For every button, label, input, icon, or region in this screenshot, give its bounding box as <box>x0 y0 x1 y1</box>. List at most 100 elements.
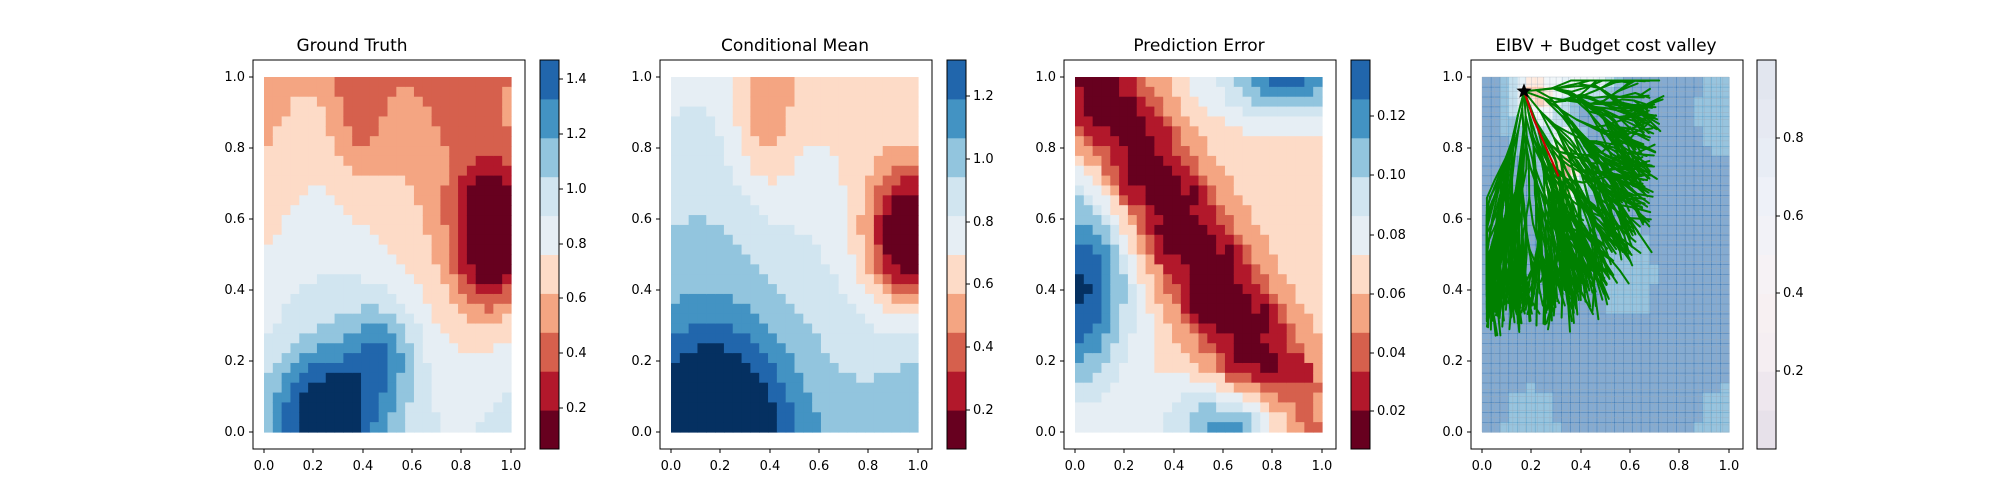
heatmap-cell <box>1702 343 1712 354</box>
heatmap-cell <box>1286 234 1297 246</box>
heatmap-cell <box>1490 215 1501 226</box>
heatmap-cell <box>1110 126 1120 137</box>
heatmap-cell <box>741 77 751 88</box>
heatmap-cell <box>1702 392 1712 404</box>
tree-edge <box>1522 275 1536 309</box>
y-tick-label: 0.0 <box>631 425 652 440</box>
heatmap-cell <box>449 303 459 315</box>
heatmap-cell <box>422 422 433 433</box>
heatmap-cell <box>1640 343 1651 354</box>
heatmap-cell <box>422 136 433 147</box>
heatmap-cell <box>1614 392 1624 404</box>
heatmap-cell <box>1702 244 1712 256</box>
heatmap-cell <box>1658 372 1668 384</box>
heatmap-cell <box>671 106 681 118</box>
heatmap-cell <box>1684 323 1695 334</box>
heatmap-cell <box>1163 195 1173 206</box>
heatmap-cell <box>281 382 292 394</box>
heatmap-cell <box>1127 313 1138 325</box>
heatmap-cell <box>502 264 512 275</box>
heatmap-cell <box>1313 254 1323 265</box>
heatmap-cell <box>1313 333 1323 344</box>
heatmap-cell <box>1640 353 1651 364</box>
heatmap-cell <box>1304 146 1314 157</box>
heatmap-cell <box>785 412 796 423</box>
heatmap-cell <box>856 205 866 216</box>
heatmap-cell <box>1517 412 1527 423</box>
heatmap-cell <box>431 422 442 433</box>
heatmap-cell <box>264 402 274 413</box>
heatmap-cell <box>1667 372 1677 384</box>
heatmap-cell <box>750 146 760 157</box>
heatmap-cell <box>1233 293 1244 305</box>
heatmap-cell <box>1163 254 1173 265</box>
heatmap-cell <box>1517 392 1527 404</box>
heatmap-cell <box>794 136 804 147</box>
heatmap-cell <box>873 333 884 344</box>
heatmap-cell <box>1693 422 1704 433</box>
heatmap-cell <box>343 96 353 108</box>
heatmap-cell <box>308 264 318 275</box>
heatmap-cell <box>378 224 389 236</box>
heatmap-cell <box>1277 224 1288 236</box>
heatmap-cell <box>264 165 274 177</box>
heatmap-cell <box>838 303 849 315</box>
heatmap-cell <box>1596 382 1607 394</box>
heatmap-cell <box>1570 382 1580 394</box>
heatmap-cell <box>369 372 380 384</box>
heatmap-cell <box>706 175 716 187</box>
heatmap-cell <box>1640 126 1651 137</box>
heatmap-cell <box>387 333 397 344</box>
heatmap-cell <box>1304 362 1314 374</box>
heatmap-cell <box>1605 323 1615 334</box>
heatmap-cell <box>466 303 477 315</box>
heatmap-cell <box>785 96 796 108</box>
heatmap-cell <box>1499 86 1510 98</box>
heatmap-cell <box>1198 215 1208 226</box>
x-tick-label: 0.6 <box>1213 459 1234 474</box>
heatmap-cell <box>768 402 778 413</box>
heatmap-cell <box>1269 333 1279 344</box>
heatmap-cell <box>290 96 300 108</box>
heatmap-cell <box>856 402 866 413</box>
heatmap-cell <box>671 215 681 226</box>
heatmap-cell <box>697 86 707 98</box>
heatmap-cell <box>1667 284 1677 295</box>
heatmap-cell <box>1198 106 1208 118</box>
heatmap-cell <box>308 313 318 325</box>
heatmap-cell <box>1499 303 1510 315</box>
heatmap-cell <box>1180 215 1191 226</box>
heatmap-cell <box>1154 382 1164 394</box>
heatmap-cell <box>794 323 804 334</box>
heatmap-cell <box>768 86 778 98</box>
heatmap-cell <box>909 333 919 344</box>
heatmap-cell <box>484 86 494 98</box>
heatmap-cell <box>466 382 477 394</box>
heatmap-cell <box>1189 254 1200 265</box>
heatmap-cell <box>671 165 681 177</box>
heatmap-cell <box>1207 362 1217 374</box>
tree-edge <box>1536 141 1545 171</box>
heatmap-cell <box>352 402 362 413</box>
heatmap-cell <box>1614 284 1624 295</box>
heatmap-cell <box>308 106 318 118</box>
heatmap-cell <box>1110 313 1120 325</box>
heatmap-cell <box>732 402 743 413</box>
heatmap-cell <box>299 215 309 226</box>
heatmap-cell <box>873 195 884 206</box>
heatmap-cell <box>1614 303 1624 315</box>
heatmap-cell <box>493 215 503 226</box>
heatmap-cell <box>679 244 690 256</box>
heatmap-cell <box>352 224 362 236</box>
heatmap-cell <box>1499 343 1510 354</box>
heatmap-cell <box>281 303 292 315</box>
heatmap-cell <box>1233 422 1244 433</box>
tree-edge <box>1601 258 1618 284</box>
heatmap-cell <box>290 195 300 206</box>
heatmap-cell <box>1127 185 1138 196</box>
heatmap-cell <box>343 195 353 206</box>
heatmap-cell <box>387 353 397 364</box>
heatmap-cell <box>299 155 309 167</box>
heatmap-cell <box>759 333 769 344</box>
heatmap-cell <box>422 274 433 285</box>
